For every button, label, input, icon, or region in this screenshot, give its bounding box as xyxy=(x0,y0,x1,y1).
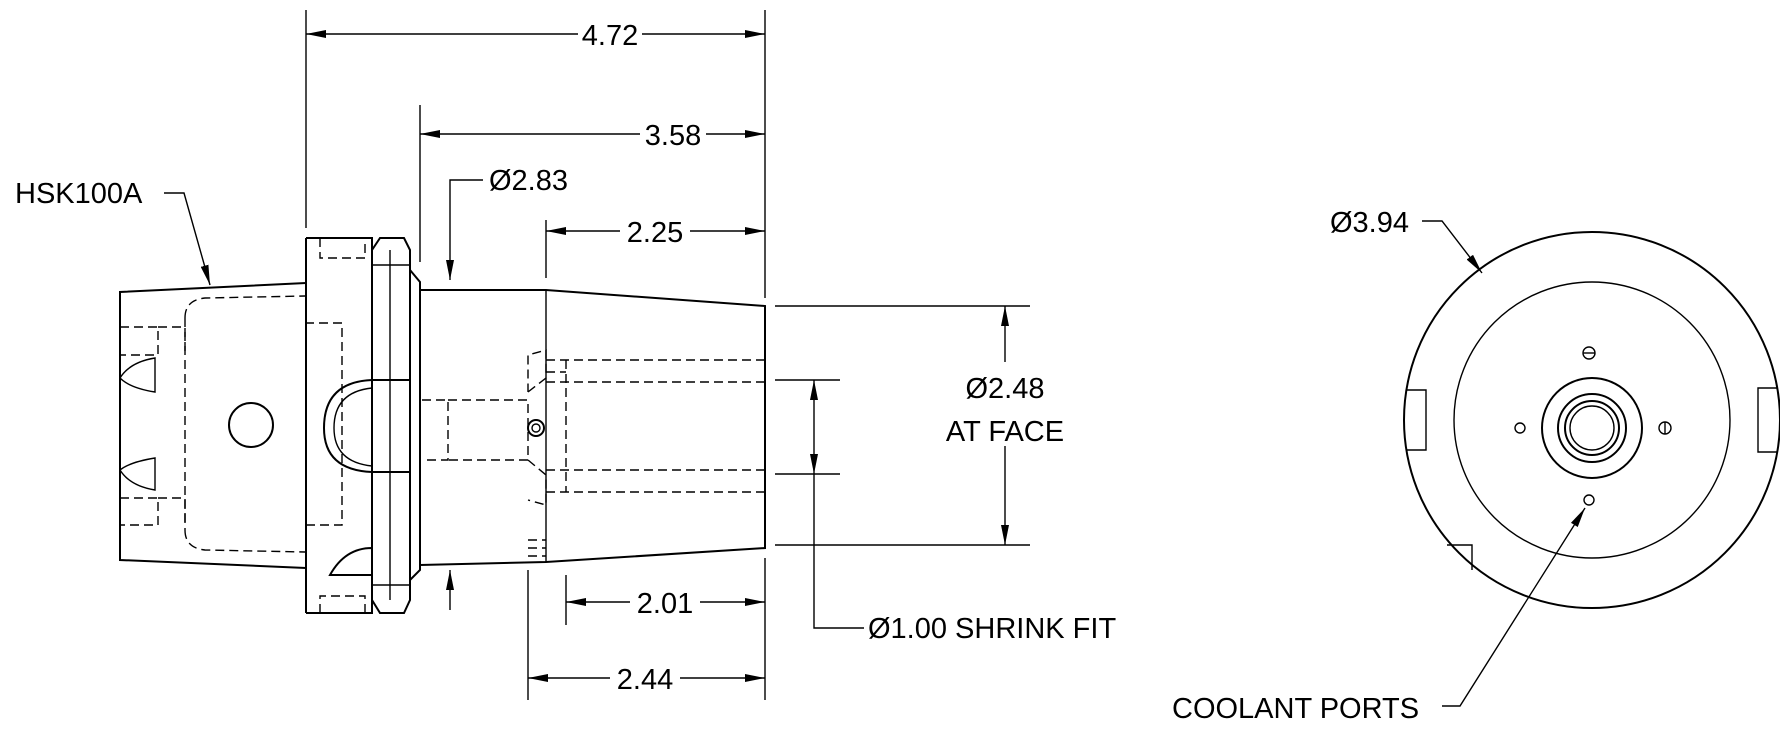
shank-cavity xyxy=(184,295,306,553)
dim-shrink-length: 2.44 xyxy=(617,664,673,696)
callout-taper-spec: HSK100A xyxy=(15,178,143,210)
face-outline xyxy=(1453,281,1731,559)
dim-face-diameter-note: AT FACE xyxy=(946,416,1064,448)
set-screw-bore xyxy=(527,349,547,506)
drive-slot-lower xyxy=(119,457,156,491)
dim-face-diameter: Ø2.48 xyxy=(966,373,1045,405)
flange-groove-top xyxy=(319,238,366,259)
shrink-bore-end xyxy=(546,360,567,492)
orientation-notch xyxy=(1447,544,1473,570)
dim-flange-diameter: Ø3.94 xyxy=(1330,207,1409,239)
bore-core xyxy=(1569,405,1615,451)
lower-drive-ramp xyxy=(328,546,373,576)
dim-overall-length: 4.72 xyxy=(582,20,638,52)
set-screw xyxy=(527,419,545,437)
clamp-arc xyxy=(322,379,410,473)
coolant-port-marks xyxy=(528,539,546,557)
shank-inner-bore xyxy=(305,322,343,526)
callout-coolant: COOLANT PORTS xyxy=(1172,693,1419,725)
clamp-arc-inner xyxy=(333,387,373,467)
bore-outer xyxy=(1541,377,1643,479)
drive-slot-right xyxy=(1757,387,1778,453)
coolant-port xyxy=(1583,494,1595,506)
leader-flange-diameter xyxy=(1422,220,1483,274)
side-view xyxy=(119,237,766,614)
shank-notch-top xyxy=(120,326,186,356)
rear-bore xyxy=(422,399,529,461)
flange xyxy=(305,237,373,614)
leader-shrink-fit xyxy=(813,474,864,629)
bore-ring xyxy=(1557,393,1627,463)
hsk-taper-shank xyxy=(119,282,307,569)
side-view-dimensions: 4.72 3.58 2.25 Ø2.83 Ø2.48 AT FACE Ø1.00… xyxy=(15,10,1116,700)
leader-neck-diameter xyxy=(446,179,483,280)
leader-taper-spec xyxy=(164,192,211,286)
flange-outline xyxy=(1403,231,1780,609)
leader-coolant xyxy=(1442,507,1586,707)
drive-slot-left xyxy=(1406,389,1427,451)
shrink-bore xyxy=(546,359,765,493)
left-port xyxy=(1514,422,1526,434)
holder-body xyxy=(419,289,766,566)
flange-groove-bottom xyxy=(319,595,366,613)
v-groove-ring xyxy=(371,237,411,614)
dim-bore-depth: 2.01 xyxy=(637,588,693,620)
drive-slot-upper xyxy=(119,357,156,393)
end-view xyxy=(1403,231,1780,609)
end-view-dimensions: Ø3.94 COOLANT PORTS xyxy=(1172,207,1586,725)
set-screw-inner xyxy=(531,423,541,433)
dim-taper-length: 2.25 xyxy=(627,217,683,249)
cross-hole xyxy=(228,402,274,448)
dim-shrink-fit: Ø1.00 SHRINK FIT xyxy=(868,613,1116,645)
shank-notch-bottom xyxy=(120,497,186,526)
dim-gauge-to-face: 3.58 xyxy=(645,120,701,152)
dim-neck-diameter: Ø2.83 xyxy=(489,165,568,197)
neck xyxy=(409,269,421,581)
bore-inner xyxy=(1564,400,1620,456)
